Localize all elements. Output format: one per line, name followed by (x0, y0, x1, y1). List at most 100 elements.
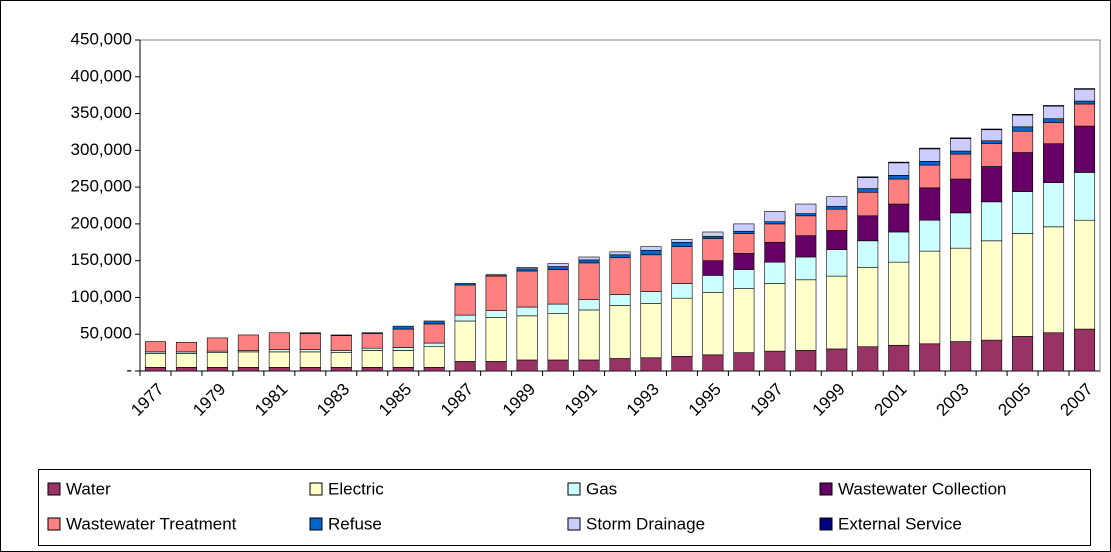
bar-segment (1073, 103, 1096, 127)
bar-segment (702, 231, 724, 237)
bar-segment (1073, 219, 1096, 330)
bar-segment (1073, 88, 1096, 90)
bar-segment (1043, 105, 1065, 107)
bar-segment (795, 203, 817, 214)
legend-label: Refuse (328, 514, 382, 533)
bar-segment (702, 236, 724, 239)
bar-segment (764, 223, 786, 243)
bar-segment (733, 230, 755, 234)
bar-segment (857, 191, 879, 217)
legend-label: Wastewater Treatment (66, 514, 237, 533)
bar-segment (485, 310, 507, 318)
bar-segment (888, 203, 910, 233)
bar-segment (826, 275, 848, 350)
bar-segment (919, 187, 941, 221)
bar-segment (733, 269, 755, 289)
bar-segment (609, 358, 631, 372)
bar-segment (826, 196, 848, 207)
bar-segment (1012, 191, 1034, 234)
bar-segment (919, 250, 941, 345)
bar-segment (919, 147, 941, 150)
bar-segment (702, 238, 724, 261)
bar-segment (175, 367, 197, 372)
legend-label: Water (66, 479, 111, 498)
bar-segment (609, 257, 631, 295)
legend-swatch (309, 482, 323, 496)
bar-segment (733, 288, 755, 353)
bar-segment (981, 339, 1003, 372)
bar-segment (888, 344, 910, 372)
bar-segment (237, 334, 259, 351)
bar-segment (175, 342, 197, 353)
bar-segment (764, 283, 786, 352)
bar-segment (671, 241, 693, 247)
bar-segment (547, 269, 569, 305)
bar-segment (950, 153, 972, 180)
bar-segment (795, 213, 817, 217)
bar-segment (206, 337, 228, 352)
bar-segment (144, 367, 167, 372)
bar-segment (330, 334, 352, 336)
bar-segment (981, 140, 1003, 145)
bar-segment (144, 353, 167, 368)
bar-segment (1043, 118, 1065, 123)
y-tick-label: 350,000 (71, 103, 132, 122)
bar-segment (888, 261, 910, 346)
bar-segment (888, 162, 910, 176)
bar-segment (485, 274, 507, 277)
bar-segment (268, 349, 290, 353)
bar-segment (392, 350, 414, 368)
bar-segment (795, 215, 817, 236)
bar-segment (392, 328, 414, 348)
bar-segment (981, 128, 1003, 131)
bar-segment (857, 188, 879, 193)
bar-segment (857, 177, 879, 189)
bar-segment (423, 342, 445, 348)
bar-segment (919, 343, 941, 372)
bar-segment (981, 129, 1003, 142)
bar-segment (516, 270, 538, 308)
legend-swatch (309, 517, 323, 531)
bar-segment (1012, 130, 1034, 153)
bar-segment (423, 346, 445, 368)
bar-segment (981, 240, 1003, 341)
bar-segment (1012, 336, 1034, 372)
bar-segment (268, 351, 290, 368)
bar-segment (547, 303, 569, 314)
bar-segment (640, 291, 662, 304)
bar-segment (299, 367, 321, 372)
bar-segment (1043, 105, 1065, 120)
y-tick-label: 250,000 (71, 177, 132, 196)
bar-segment (671, 283, 693, 299)
bar-segment (485, 361, 507, 372)
bar-segment (361, 347, 383, 351)
bar-segment (516, 315, 538, 361)
y-tick-label: 100,000 (71, 287, 132, 306)
bar-segment (640, 254, 662, 292)
legend-swatch (819, 482, 833, 496)
bar-segment (888, 175, 910, 180)
bar-segment (299, 333, 321, 350)
bar-segment (733, 223, 755, 232)
legend-label: Electric (328, 479, 384, 498)
bar-segment (547, 359, 569, 372)
bar-segment (826, 249, 848, 277)
bar-segment (609, 294, 631, 306)
y-tick-label: - (126, 360, 132, 379)
bar-segment (268, 332, 290, 350)
bar-segment (237, 351, 259, 368)
bar-segment (609, 251, 631, 256)
bar-segment (981, 201, 1003, 242)
legend-swatch (567, 517, 581, 531)
bar-segment (547, 263, 569, 267)
bar-segment (640, 303, 662, 359)
bar-segment (888, 231, 910, 263)
bar-segment (795, 256, 817, 281)
bar-segment (516, 306, 538, 317)
legend-label: Storm Drainage (586, 514, 705, 533)
bar-segment (299, 332, 321, 334)
bar-segment (764, 241, 786, 263)
bar-segment (1012, 152, 1034, 192)
bar-segment (1043, 226, 1065, 334)
